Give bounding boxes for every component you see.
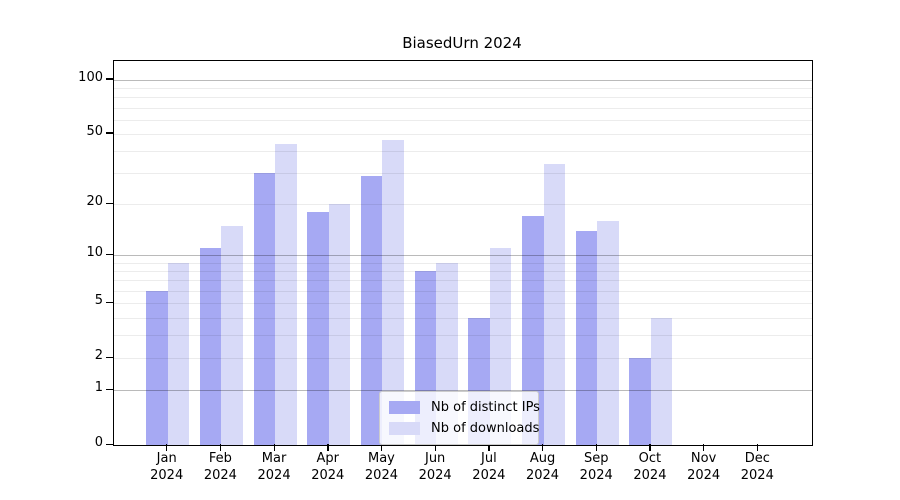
x-tick-label-mar: Mar 2024 xyxy=(257,451,291,483)
gridline-minor-3 xyxy=(114,335,812,337)
x-tick-label-jul: Jul 2024 xyxy=(472,451,506,483)
bar-distinct-ips-jan xyxy=(146,291,168,445)
x-tick-mark-feb xyxy=(219,444,222,451)
bar-downloads-may xyxy=(382,140,404,445)
gridline-major-100 xyxy=(114,79,812,81)
x-tick-label-sep: Sep 2024 xyxy=(579,451,613,483)
bar-downloads-feb xyxy=(221,225,243,445)
x-tick-mark-apr xyxy=(327,444,329,451)
x-tick-label-oct: Oct 2024 xyxy=(633,451,667,483)
x-tick-label-apr: Apr 2024 xyxy=(311,451,345,483)
x-tick-label-jan: Jan 2024 xyxy=(150,451,184,483)
y-tick-label-10: 10 xyxy=(86,245,103,261)
gridline-minor-50 xyxy=(114,133,812,135)
x-tick-mark-aug xyxy=(542,444,544,451)
y-tick-mark-10 xyxy=(106,253,113,256)
gridline-minor-7 xyxy=(114,280,812,282)
gridline-minor-20 xyxy=(114,204,812,206)
x-tick-mark-jul xyxy=(488,444,490,451)
bar-downloads-mar xyxy=(275,143,297,445)
bar-distinct-ips-apr xyxy=(307,211,329,445)
gridline-minor-80 xyxy=(114,97,812,99)
x-tick-label-aug: Aug 2024 xyxy=(525,451,560,483)
legend-entry-distinct-ips: Nb of distinct IPs xyxy=(389,397,540,418)
x-tick-mark-sep xyxy=(595,444,598,451)
y-tick-mark-20 xyxy=(106,202,113,204)
bar-downloads-jan xyxy=(167,262,190,445)
gridline-minor-90 xyxy=(114,88,812,89)
gridline-minor-8 xyxy=(114,271,812,273)
x-tick-label-jun: Jun 2024 xyxy=(418,451,452,483)
y-tick-mark-5 xyxy=(106,301,113,303)
gridline-minor-2 xyxy=(114,358,812,360)
x-tick-mark-dec xyxy=(756,444,759,451)
gridline-minor-9 xyxy=(114,262,812,264)
x-tick-mark-mar xyxy=(273,444,275,451)
y-tick-mark-2 xyxy=(106,356,113,358)
bar-downloads-apr xyxy=(328,204,351,445)
plot-area xyxy=(113,60,813,446)
bar-downloads-aug xyxy=(543,163,566,445)
y-tick-label-20: 20 xyxy=(86,194,103,210)
y-tick-label-2: 2 xyxy=(94,348,103,364)
gridline-major-10 xyxy=(114,255,812,257)
x-tick-mark-jun xyxy=(434,444,436,451)
y-tick-label-5: 5 xyxy=(94,293,103,309)
y-tick-mark-1 xyxy=(106,388,113,390)
x-tick-mark-may xyxy=(380,444,383,451)
gridline-minor-6 xyxy=(114,290,812,292)
x-tick-label-nov: Nov 2024 xyxy=(687,451,721,483)
gridline-minor-5 xyxy=(114,303,812,305)
x-tick-mark-oct xyxy=(649,444,651,451)
bar-distinct-ips-sep xyxy=(575,230,598,445)
bar-downloads-sep xyxy=(597,220,619,445)
x-tick-mark-nov xyxy=(703,444,705,451)
gridline-minor-40 xyxy=(114,151,812,153)
legend-label-downloads: Nb of downloads xyxy=(431,421,540,436)
legend-label-distinct-ips: Nb of distinct IPs xyxy=(431,400,540,415)
y-tick-label-0: 0 xyxy=(94,435,103,450)
legend-entry-downloads: Nb of downloads xyxy=(389,418,539,439)
x-tick-label-feb: Feb 2024 xyxy=(203,451,237,483)
bar-distinct-ips-aug xyxy=(522,216,544,445)
gridline-minor-60 xyxy=(114,119,812,121)
x-tick-label-dec: Dec 2024 xyxy=(740,451,774,483)
bar-distinct-ips-mar xyxy=(253,173,276,445)
x-tick-mark-jan xyxy=(166,444,168,451)
y-tick-label-1: 1 xyxy=(94,380,103,396)
bar-downloads-oct xyxy=(650,317,673,445)
y-tick-mark-100 xyxy=(106,78,113,80)
chart-title: BiasedUrn 2024 xyxy=(402,34,522,52)
y-tick-label-100: 100 xyxy=(78,69,103,85)
legend-swatch-distinct-ips xyxy=(389,401,420,414)
bar-distinct-ips-may xyxy=(360,175,383,445)
bar-distinct-ips-oct xyxy=(629,358,651,445)
y-tick-mark-50 xyxy=(106,132,113,134)
legend: Nb of distinct IPs Nb of downloads xyxy=(379,391,540,445)
gridline-minor-4 xyxy=(114,317,812,319)
gridline-minor-30 xyxy=(114,173,812,175)
y-tick-label-50: 50 xyxy=(86,123,103,139)
y-tick-mark-0 xyxy=(106,443,113,445)
bar-distinct-ips-feb xyxy=(199,248,222,445)
legend-swatch-downloads xyxy=(389,422,420,435)
gridline-major-1 xyxy=(114,390,812,392)
gridline-minor-70 xyxy=(114,107,812,109)
x-tick-label-may: May 2024 xyxy=(364,451,398,483)
